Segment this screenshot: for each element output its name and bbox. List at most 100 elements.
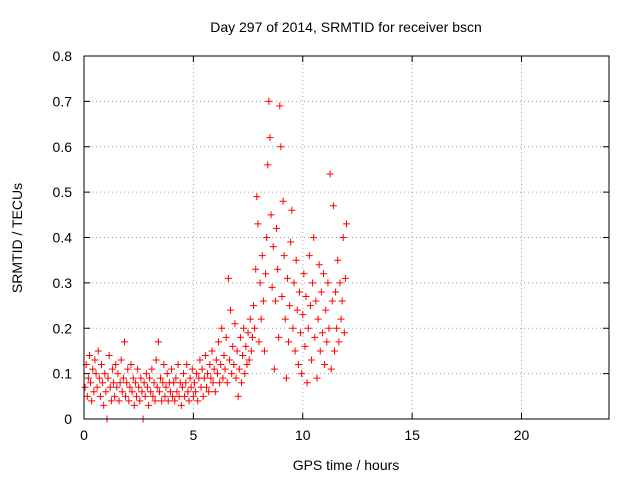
data-point <box>330 347 338 355</box>
data-point <box>208 347 216 355</box>
data-point <box>212 356 220 364</box>
data-point <box>198 365 206 373</box>
data-point <box>123 379 131 387</box>
data-point <box>178 383 186 391</box>
data-point <box>149 392 157 400</box>
data-point <box>99 379 107 387</box>
data-point <box>113 383 121 391</box>
data-point <box>277 143 285 151</box>
data-point <box>310 234 318 241</box>
data-point <box>324 279 332 287</box>
data-point <box>250 302 258 310</box>
data-point <box>154 338 162 346</box>
data-point <box>96 392 104 400</box>
data-point <box>253 193 261 201</box>
data-point <box>234 392 242 400</box>
data-point <box>311 333 319 341</box>
data-point <box>269 243 277 251</box>
axis-ticks <box>83 55 609 420</box>
data-point <box>161 392 169 400</box>
data-points <box>81 97 350 423</box>
data-point <box>288 206 296 214</box>
data-point <box>118 388 126 396</box>
data-point <box>162 383 170 391</box>
data-point <box>264 161 272 169</box>
data-point <box>153 383 161 391</box>
x-tick-label: 0 <box>80 427 88 443</box>
data-point <box>194 397 202 405</box>
data-point <box>102 388 110 396</box>
data-point <box>297 329 305 337</box>
data-point <box>312 297 320 305</box>
data-point <box>142 370 150 378</box>
data-point <box>315 261 323 269</box>
data-point <box>326 170 334 178</box>
data-point <box>270 365 278 373</box>
data-point <box>187 383 195 391</box>
data-point <box>291 347 299 355</box>
data-point <box>233 347 241 355</box>
data-point <box>183 361 191 369</box>
data-point <box>276 102 284 110</box>
data-point <box>94 347 102 355</box>
data-point <box>309 279 317 287</box>
data-point <box>267 211 275 219</box>
data-point <box>143 383 151 391</box>
data-point <box>215 338 223 346</box>
y-tick-label: 0.3 <box>53 275 73 291</box>
data-point <box>91 356 99 364</box>
x-tick-label: 20 <box>514 427 530 443</box>
data-point <box>332 288 340 296</box>
data-point <box>221 365 229 373</box>
data-point <box>280 252 288 260</box>
data-point <box>120 338 128 346</box>
data-point <box>122 392 130 400</box>
y-tick-label: 0.4 <box>53 230 73 246</box>
data-point <box>209 379 217 387</box>
data-point <box>173 388 181 396</box>
data-point <box>252 265 260 273</box>
tick-labels: 0 5 10 15 20 0 0.1 0.2 0.3 0.4 0.5 0.6 0.7 0.8 <box>53 48 530 443</box>
data-point <box>241 370 249 378</box>
data-point <box>188 365 196 373</box>
data-point <box>313 374 321 382</box>
data-point <box>114 370 122 378</box>
data-point <box>219 374 227 382</box>
data-point <box>278 292 286 300</box>
data-point <box>228 370 236 378</box>
data-point <box>262 270 270 278</box>
data-point <box>145 401 153 409</box>
data-point <box>166 388 174 396</box>
data-point <box>290 279 298 287</box>
data-point <box>306 302 314 310</box>
data-point <box>110 379 118 387</box>
data-point <box>140 379 148 387</box>
data-point <box>137 374 145 382</box>
data-point <box>152 356 160 364</box>
data-point <box>227 306 235 314</box>
data-point <box>340 329 348 337</box>
data-point <box>95 374 103 382</box>
data-point <box>242 342 250 350</box>
data-point <box>224 274 232 282</box>
data-point <box>124 365 132 373</box>
data-point <box>155 388 163 396</box>
data-point <box>129 374 137 382</box>
y-tick-label: 0 <box>64 411 72 427</box>
data-point <box>150 379 158 387</box>
data-point <box>158 397 166 405</box>
data-point <box>163 370 171 378</box>
x-axis-label: GPS time / hours <box>293 457 400 473</box>
data-point <box>292 256 300 264</box>
data-point <box>339 234 347 241</box>
data-point <box>159 379 167 387</box>
data-point <box>251 324 259 332</box>
data-point <box>282 374 290 382</box>
data-point <box>93 383 101 391</box>
y-tick-label: 0.1 <box>53 366 73 382</box>
y-tick-label: 0.7 <box>53 93 73 109</box>
data-point <box>90 388 98 396</box>
y-tick-label: 0.8 <box>53 48 73 64</box>
data-point <box>168 365 175 373</box>
